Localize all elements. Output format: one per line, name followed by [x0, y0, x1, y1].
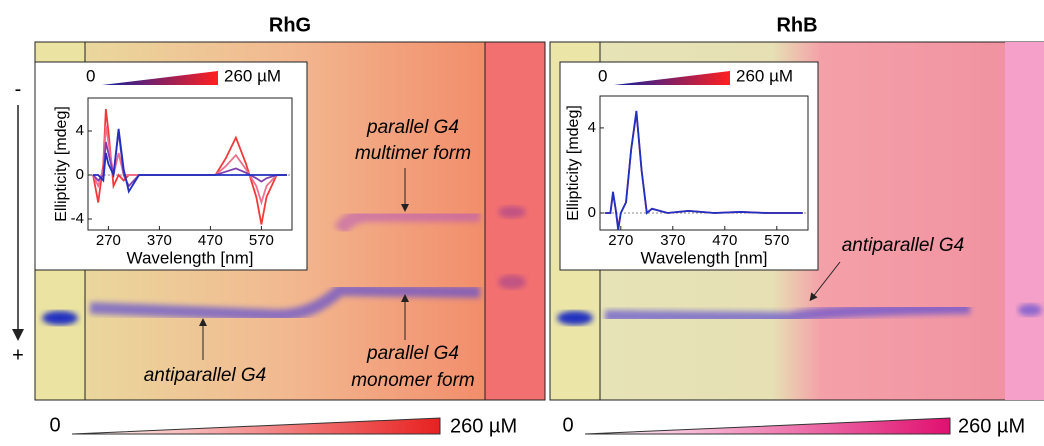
gradient-end: 260 µM — [450, 415, 517, 437]
annotation: parallel G4 — [366, 343, 459, 364]
legend-end: 260 µM — [224, 66, 281, 85]
plot-area — [87, 97, 293, 231]
gradient-end: 260 µM — [958, 415, 1025, 437]
panel-title: RhB — [776, 14, 817, 36]
plot-area — [599, 95, 809, 231]
gradient-start: 0 — [49, 414, 60, 436]
cd-spectrum — [605, 110, 803, 231]
x-tick-label: 470 — [198, 232, 223, 249]
x-tick-label: 570 — [249, 232, 274, 249]
x-axis-label: Wavelength [nm] — [127, 248, 254, 267]
gradient-wedge — [71, 417, 441, 435]
polarity-plus: + — [12, 344, 24, 366]
arrow — [809, 261, 841, 302]
y-tick-label: -4 — [71, 210, 84, 227]
x-tick-label: 570 — [764, 232, 789, 249]
legend-start: 0 — [598, 66, 607, 85]
legend-start: 0 — [86, 66, 95, 85]
x-tick-label: 270 — [608, 232, 633, 249]
inset-box — [559, 61, 819, 271]
y-tick-label: 0 — [588, 204, 596, 221]
x-tick-label: 370 — [660, 232, 685, 249]
x-tick-label: 370 — [147, 232, 172, 249]
y-axis-label: Ellipticity [mdeg] — [53, 106, 70, 222]
annotation: monomer form — [351, 370, 475, 391]
inset-box — [34, 61, 308, 271]
panel-title: RhG — [269, 14, 311, 36]
polarity-minus: - — [15, 78, 22, 100]
x-axis-label: Wavelength [nm] — [641, 248, 768, 267]
y-tick-label: 4 — [588, 119, 596, 136]
x-tick-label: 470 — [712, 232, 737, 249]
legend-wedge — [614, 71, 730, 85]
annotation: antiparallel G4 — [144, 365, 267, 386]
legend-wedge — [102, 71, 218, 85]
gradient-start: 0 — [562, 414, 573, 436]
annotation: antiparallel G4 — [842, 235, 965, 256]
y-axis-label: Ellipticity [mdeg] — [565, 105, 582, 221]
annotation: parallel G4 — [366, 117, 459, 138]
y-tick-label: 0 — [76, 166, 84, 183]
annotation: multimer form — [355, 143, 471, 164]
gradient-wedge — [584, 417, 951, 435]
legend-end: 260 µM — [736, 66, 793, 85]
x-tick-label: 270 — [96, 232, 121, 249]
cd-spectrum — [93, 128, 287, 194]
y-tick-label: 4 — [76, 122, 84, 139]
